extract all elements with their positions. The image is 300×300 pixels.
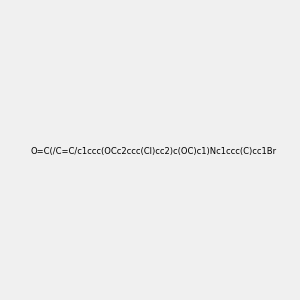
Text: O=C(/C=C/c1ccc(OCc2ccc(Cl)cc2)c(OC)c1)Nc1ccc(C)cc1Br: O=C(/C=C/c1ccc(OCc2ccc(Cl)cc2)c(OC)c1)Nc… bbox=[31, 147, 277, 156]
